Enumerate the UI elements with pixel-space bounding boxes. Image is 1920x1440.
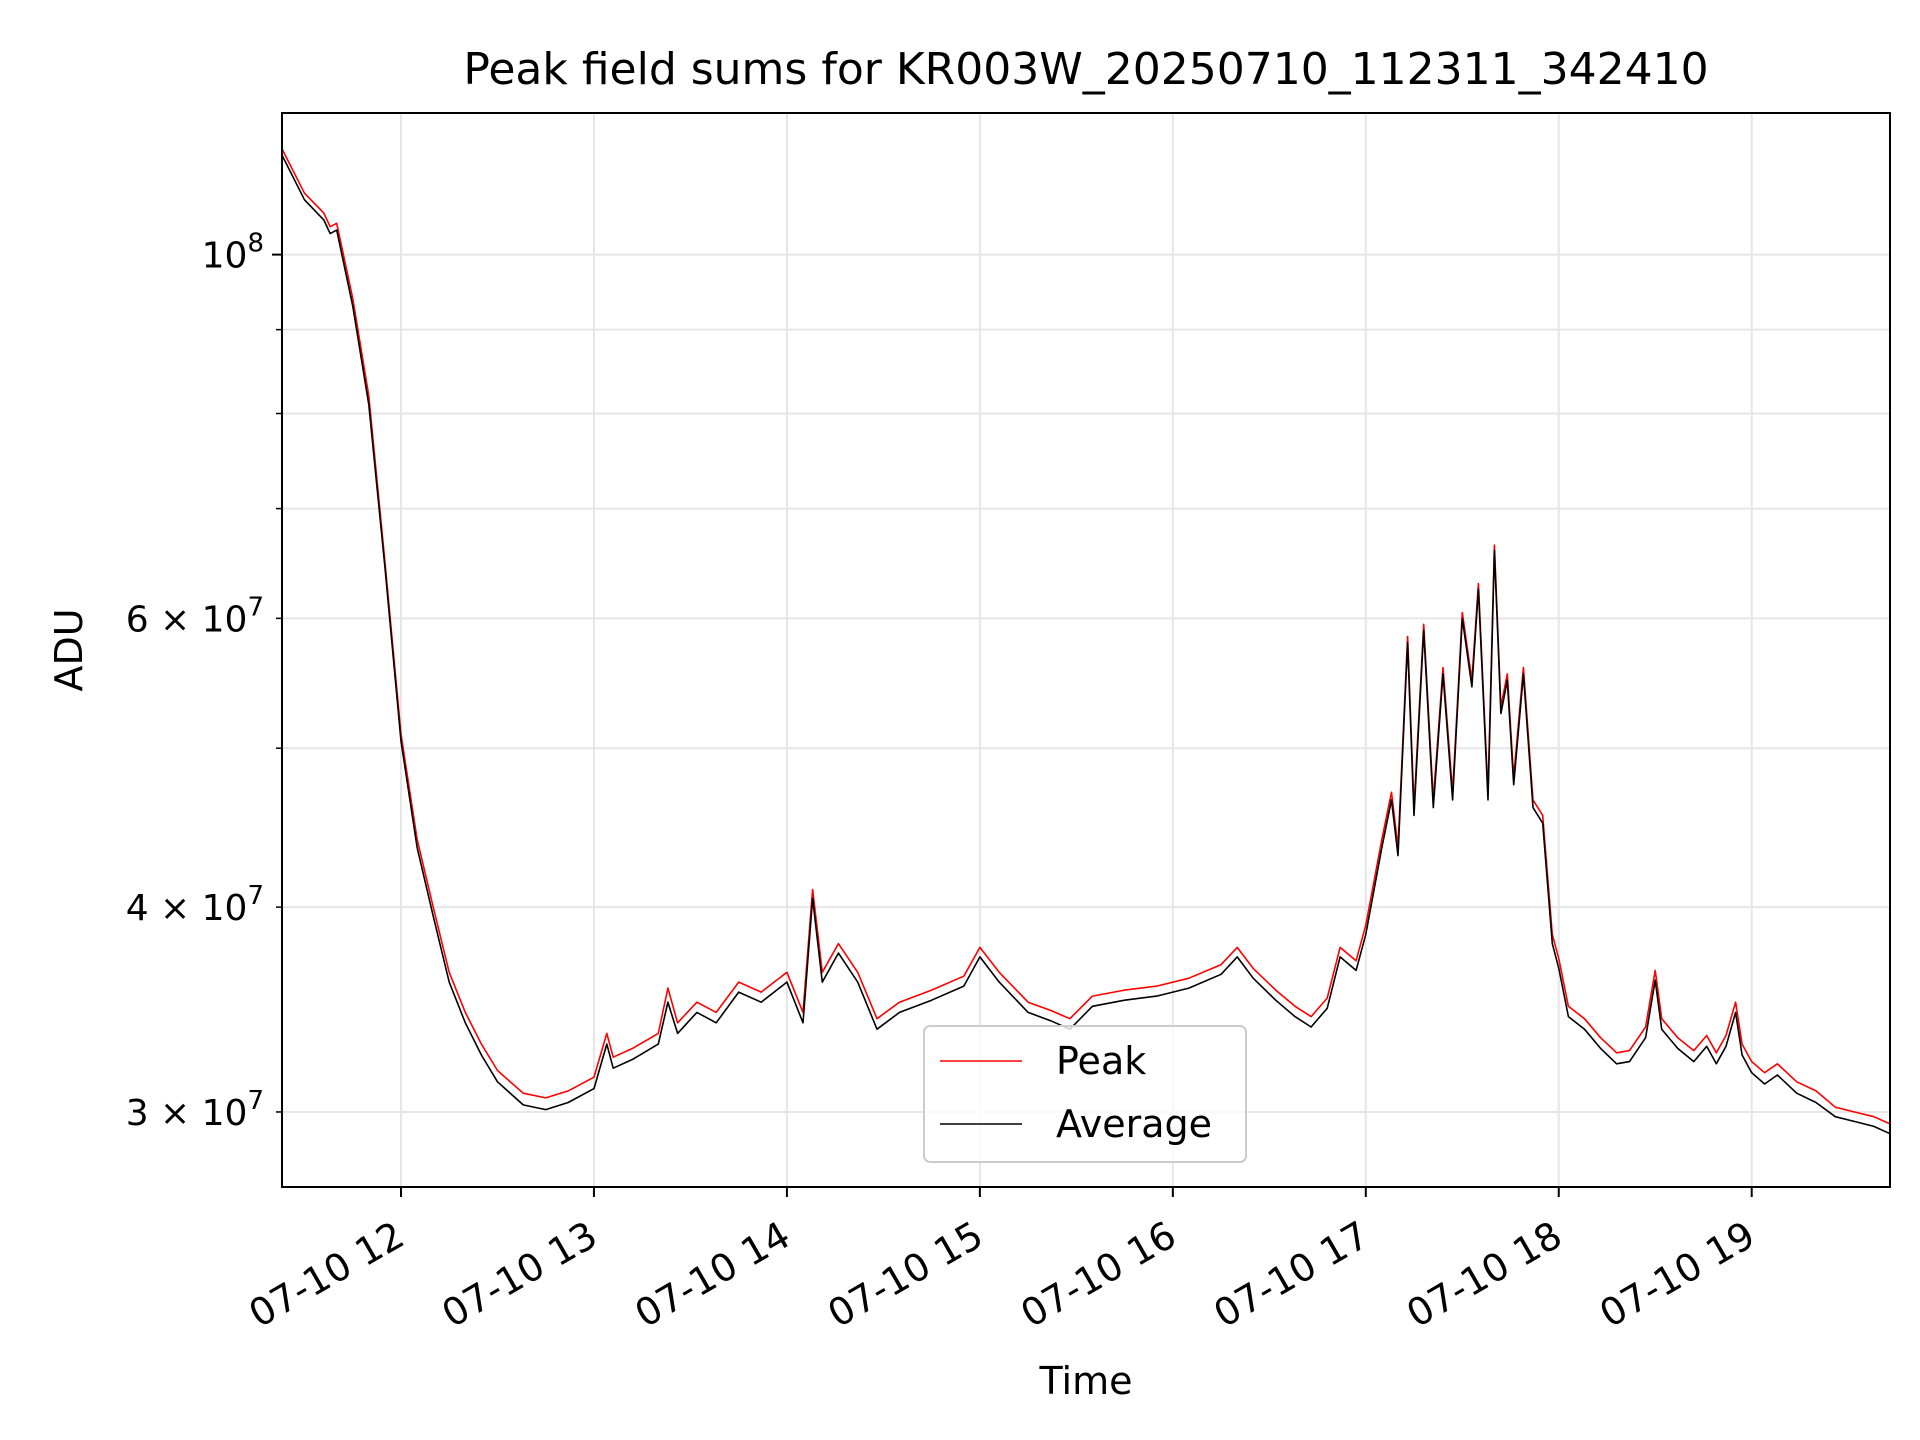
x-tick-label: 07-10 15: [820, 1213, 990, 1337]
legend-box: [923, 1025, 1247, 1163]
y-tick-label: 4 × 107: [126, 881, 264, 929]
legend-average-label: Average: [1056, 1102, 1212, 1146]
x-tick-label: 07-10 18: [1399, 1213, 1569, 1337]
x-tick-label: 07-10 14: [627, 1213, 797, 1337]
plot-frame: [281, 112, 1891, 1188]
legend-peak-label: Peak: [1056, 1039, 1146, 1083]
x-tick-label: 07-10 13: [434, 1213, 604, 1337]
x-tick-label: 07-10 16: [1013, 1213, 1183, 1337]
x-tick-label: 07-10 17: [1206, 1213, 1376, 1337]
y-tick-label: 3 × 107: [126, 1086, 264, 1134]
chart-title: Peak field sums for KR003W_20250710_1123…: [463, 44, 1708, 95]
y-tick-labels: 108 6 × 107 4 × 107 3 × 107: [126, 229, 264, 1134]
y-axis-label: ADU: [47, 608, 91, 691]
legend: Peak Average: [923, 1025, 1247, 1163]
y-tick-label: 108: [202, 229, 264, 277]
axis-ticks: [272, 253, 1753, 1197]
series-line-peak: [281, 148, 1891, 1125]
series-layer: [281, 148, 1891, 1135]
grid: [282, 113, 1890, 1187]
series-line-average: [281, 154, 1891, 1135]
x-axis-label: Time: [1039, 1359, 1133, 1403]
x-tick-label: 07-10 19: [1592, 1213, 1762, 1337]
x-tick-labels: 07-10 12 07-10 13 07-10 14 07-10 15 07-10 16…: [242, 1213, 1763, 1337]
y-tick-label: 6 × 107: [126, 592, 264, 640]
x-tick-label: 07-10 12: [242, 1213, 412, 1337]
